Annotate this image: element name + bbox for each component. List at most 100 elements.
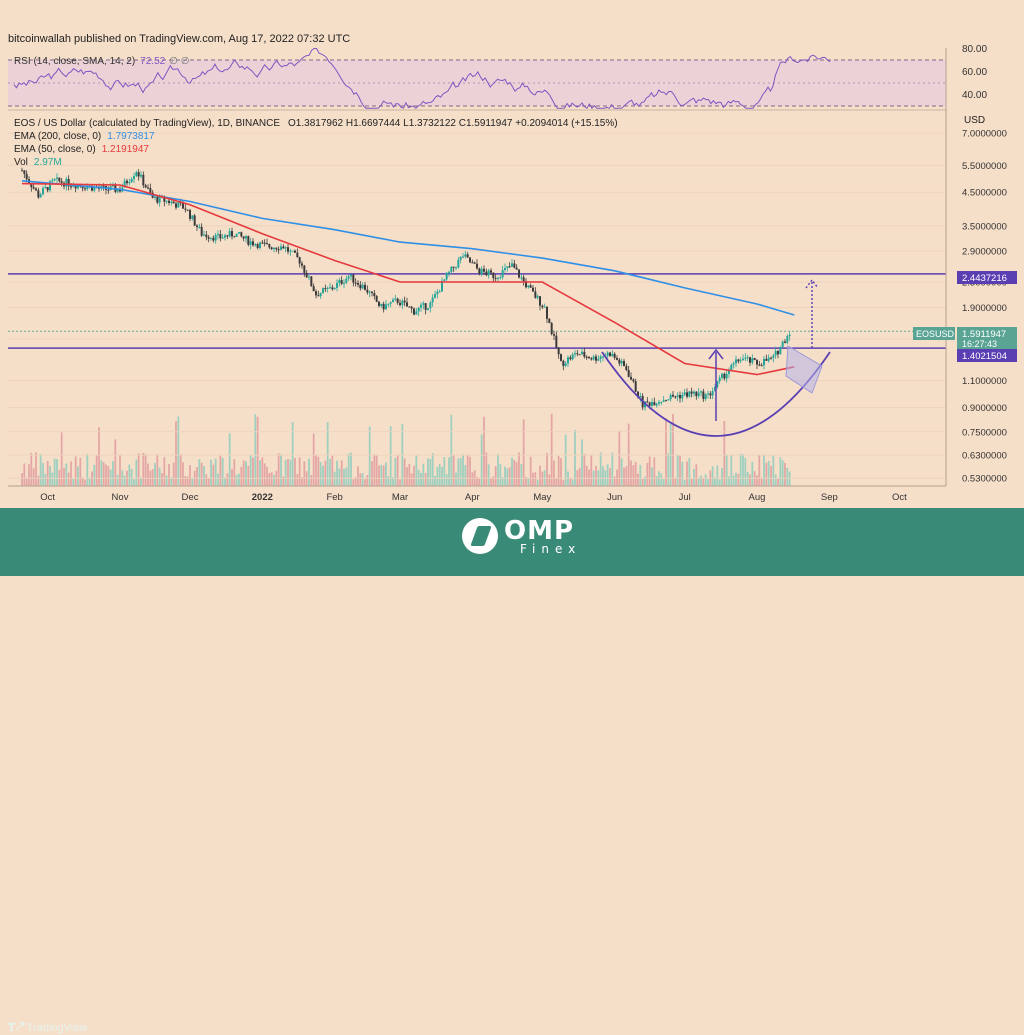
candle-body [49,181,51,191]
candle-body [371,291,373,294]
candle-body [67,178,70,187]
candle-body [373,293,376,297]
candle-body [774,351,777,356]
volume-bar [156,454,159,486]
volume-bar [205,474,208,486]
volume-bar [648,456,651,486]
candle-body [242,236,245,239]
volume-bar [676,455,679,486]
candle-body [574,353,576,355]
volume-bar [347,453,350,486]
candle-body [578,354,581,356]
volume-bar [340,460,343,486]
candle-body [457,259,460,268]
volume-bar [352,479,355,486]
candle-body [238,232,240,234]
vol-label: Vol [14,157,28,168]
candle-body [294,250,296,253]
candle-body [142,174,145,186]
volume-bar [422,463,425,486]
candle-body [436,291,439,295]
volume-bar [494,466,497,486]
volume-bar [424,473,427,486]
candle-body [186,209,189,211]
candle-body [58,177,61,182]
price-chart[interactable]: 7.0000000 5.5000000 4.5000000 3.5000000 2.90… [0,0,1024,576]
candle-body [46,187,49,191]
candle-body [772,355,775,358]
volume-bar [98,427,100,486]
volume-bar [394,457,397,486]
volume-bar [490,477,492,486]
volume-bars [21,413,791,486]
volume-bar [690,478,693,486]
candle-body [567,357,569,364]
candle-body [506,266,509,268]
price-tick-label: 7.0000000 [962,129,1007,140]
candle-body [235,233,238,237]
volume-bar [77,466,79,486]
volume-bar [315,455,317,486]
candle-body [324,288,327,290]
volume-bar [702,478,705,486]
candle-body [742,358,744,361]
support-badge [957,349,1017,362]
time-tick-label: Oct [40,492,55,503]
candle-body [53,178,56,181]
candle-body [543,306,546,308]
volume-bar [179,454,182,486]
volume-bar [497,453,499,486]
volume-bar [310,474,313,486]
candle-body [221,237,224,239]
candle-body [287,247,289,252]
volume-bar [375,455,378,486]
volume-bar [91,471,93,486]
volume-bar [620,458,623,486]
rsi-tick-40: 40.00 [962,90,987,101]
volume-bar [683,479,686,486]
candle-body [266,243,268,245]
candle-body [581,351,583,355]
candle-body [352,274,355,283]
ohlc-values: O1.3817962 H1.6697444 L1.3732122 C1.5911… [288,118,618,129]
candle-body [653,402,656,406]
rsi-legend-extra: ∅ ∅ [169,56,189,67]
volume-bar [550,413,553,486]
candle-body [256,244,259,248]
candle-body [511,263,513,267]
candle-body [86,186,89,190]
volume-bar [641,478,644,486]
candle-body [401,300,404,306]
volume-bar [296,474,299,486]
candle-body [191,215,194,219]
volume-bar [441,466,443,486]
volume-bar [151,469,154,486]
candle-body [116,189,119,192]
candle-body [665,400,667,402]
price-axis-ticks: 7.0000000 5.5000000 4.5000000 3.5000000 2.90… [962,129,1007,485]
volume-bar [469,456,471,486]
candle-body [546,306,548,319]
candle-body [189,209,191,219]
candle-body [625,365,628,370]
volume-bar [639,464,642,486]
candle-body [541,305,544,308]
candle-body [317,295,320,297]
candle-body [651,402,653,406]
candle-body [637,391,639,398]
candle-body [448,271,450,273]
support-badge-text: 1.4021504 [962,351,1007,362]
candle-body [144,185,147,188]
candle-body [289,250,292,252]
volume-bar [788,471,791,486]
candle-body [107,189,110,191]
candle-body [168,200,170,203]
volume-bar [515,462,518,486]
volume-bar [723,421,726,486]
volume-bar [413,465,415,486]
candle-body [123,180,126,188]
volume-bar [585,465,588,486]
candle-body [522,277,525,282]
candle-body [770,357,772,359]
omp-logo-icon [462,518,498,554]
